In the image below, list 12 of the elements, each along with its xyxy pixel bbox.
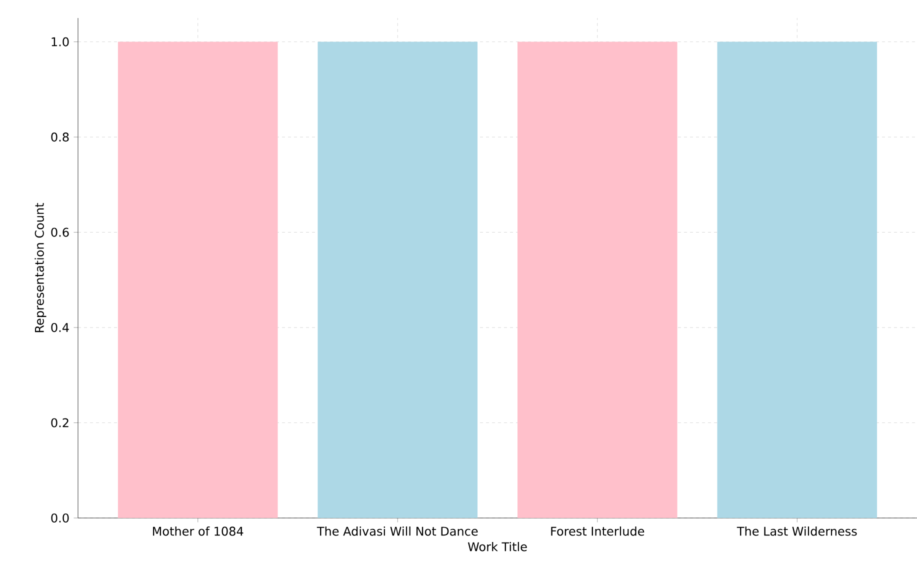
y-tick-label: 0.2 (51, 418, 68, 428)
y-tick-label: 0.6 (51, 228, 69, 237)
x-axis-title: Work Title (468, 542, 527, 552)
y-tick-label: 0.8 (51, 132, 69, 142)
y-tick-label: 0.0 (51, 513, 69, 523)
x-tick-label: The Last Wilderness (736, 526, 857, 536)
x-tick-label: The Adivasi Will Not Dance (316, 526, 478, 536)
y-tick-label: 0.4 (51, 322, 69, 332)
x-tick-label: Mother of 1084 (153, 526, 244, 536)
x-tick-label: Forest Interlude (551, 526, 644, 536)
y-tick-label: 1.0 (52, 37, 69, 46)
y-axis-title: Representation Count (34, 202, 46, 332)
